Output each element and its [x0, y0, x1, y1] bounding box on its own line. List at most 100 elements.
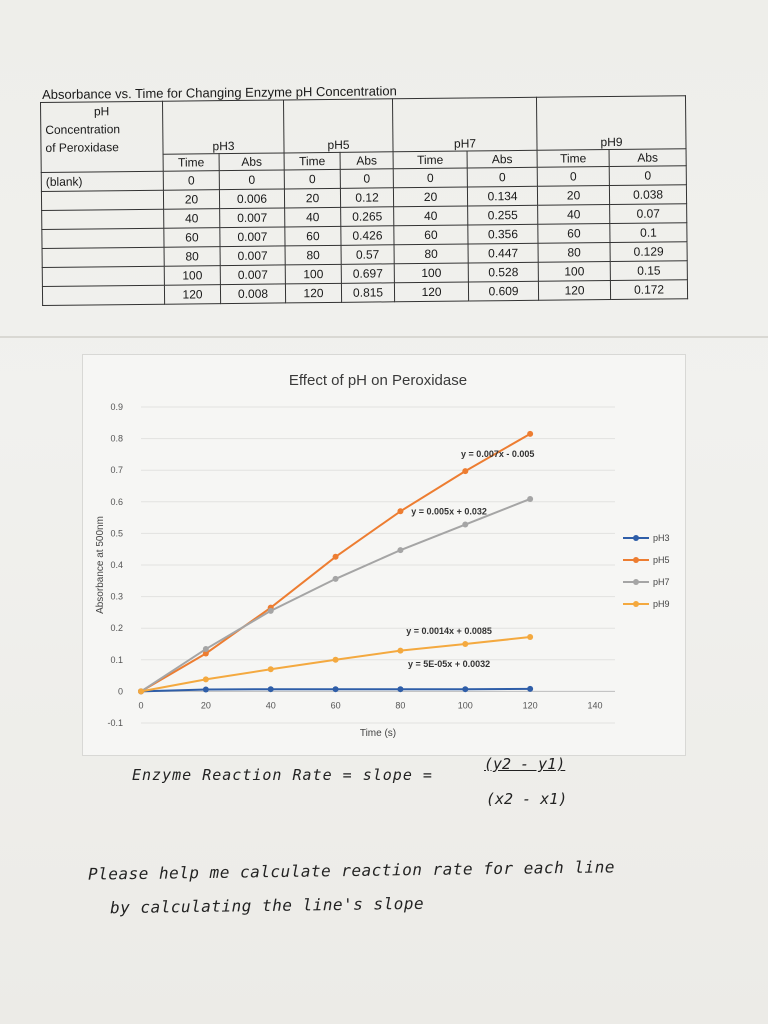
formula-denominator: (x2 - x1) — [486, 790, 568, 808]
row-label — [41, 190, 164, 211]
data-point-ph7 — [397, 547, 404, 554]
table-cell: 0.426 — [340, 225, 395, 246]
chart-frame: Effect of pH on Peroxidase -0.1 0 0.1 0.2 0.3… — [82, 354, 686, 756]
data-point-ph7 — [267, 607, 274, 614]
table-cell: 0.1 — [609, 222, 688, 243]
table-group-header-row: pH Concentration of Peroxidase pH3 pH5 p… — [40, 95, 687, 173]
table-cell: 80 — [285, 245, 342, 265]
legend-label-ph9: pH9 — [653, 599, 670, 609]
data-point-ph9 — [202, 676, 209, 683]
data-point-ph5 — [462, 468, 469, 475]
table-cell: 0.007 — [219, 207, 285, 228]
legend-swatch-marker — [633, 557, 639, 563]
table-cell: 80 — [538, 242, 611, 263]
row-label — [42, 247, 165, 268]
y-tick-label: 0.4 — [110, 560, 123, 570]
data-point-ph5 — [527, 430, 534, 437]
subheader-time-ph7: Time — [393, 151, 468, 169]
trendline-equation: y = 5E-05x + 0.0032 — [408, 659, 490, 669]
y-tick-label: 0.1 — [110, 655, 123, 665]
data-point-ph5 — [397, 508, 404, 515]
table-cell: 120 — [285, 283, 342, 303]
row-label — [42, 266, 165, 287]
table-cell: 0 — [467, 167, 538, 188]
legend-label-ph7: pH7 — [653, 577, 670, 587]
table-cell: 0.07 — [609, 203, 687, 224]
legend-swatch-marker — [633, 579, 639, 585]
legend-label-ph5: pH5 — [653, 555, 670, 565]
table-cell: 0.57 — [341, 244, 395, 265]
subheader-time-ph3: Time — [163, 153, 220, 172]
table-cell: 120 — [538, 280, 611, 301]
chart-title: Effect of pH on Peroxidase — [289, 372, 467, 389]
legend-swatch-marker — [633, 601, 639, 607]
formula-numerator: (y2 - y1) — [484, 755, 566, 773]
x-tick-label: 20 — [201, 700, 211, 710]
table-cell: 0.356 — [467, 224, 539, 245]
data-point-ph5 — [332, 553, 339, 560]
table-cell: 0 — [284, 169, 341, 189]
table-cell: 0.265 — [340, 206, 394, 227]
absorbance-table: pH Concentration of Peroxidase pH3 pH5 p… — [40, 95, 688, 306]
table-cell: 0.006 — [219, 188, 285, 209]
table-cell: 80 — [164, 246, 221, 267]
subheader-time-ph9: Time — [537, 149, 610, 168]
table-cell: 0.815 — [341, 282, 395, 303]
subheader-abs-ph9: Abs — [609, 148, 687, 167]
table-cell: 100 — [538, 261, 611, 282]
table-cell: 100 — [285, 264, 342, 284]
table-cell: 60 — [163, 227, 221, 248]
table-cell: 100 — [394, 263, 469, 283]
table-cell: 0.129 — [610, 241, 688, 262]
table-cell: 40 — [163, 208, 220, 229]
table-cell: 0.15 — [610, 260, 688, 281]
group-header-ph7: pH7 — [392, 97, 538, 152]
subheader-abs-ph5: Abs — [340, 151, 394, 170]
x-tick-label: 120 — [523, 700, 538, 710]
legend-swatch-marker — [633, 535, 639, 541]
table-cell: 20 — [284, 188, 341, 208]
data-point-ph7 — [527, 495, 534, 502]
data-point-ph3 — [267, 686, 274, 693]
group-header-ph9: pH9 — [536, 95, 687, 151]
data-point-ph9 — [332, 656, 339, 663]
x-tick-label: 100 — [458, 700, 473, 710]
table-cell: 100 — [164, 265, 221, 286]
table-cell: 80 — [394, 244, 469, 264]
data-point-ph3 — [397, 686, 404, 693]
table-cell: 20 — [393, 187, 468, 207]
row-label: (blank) — [41, 171, 164, 192]
trendline-equation: y = 0.007x - 0.005 — [461, 449, 534, 459]
table-cell: 0.12 — [340, 187, 394, 208]
data-point-ph3 — [202, 686, 209, 693]
x-tick-label: 40 — [266, 700, 276, 710]
row-label — [41, 209, 164, 230]
data-point-ph3 — [462, 686, 469, 693]
header-line-of-peroxidase: of Peroxidase — [45, 140, 119, 155]
header-line-concentration: Concentration — [45, 122, 121, 137]
y-tick-label: 0.5 — [110, 528, 123, 538]
y-tick-label: 0.6 — [110, 497, 123, 507]
table-cell: 60 — [284, 226, 342, 246]
data-point-ph9 — [267, 666, 274, 673]
table-cell: 0.008 — [220, 283, 286, 304]
row-label — [41, 228, 165, 249]
legend-label-ph3: pH3 — [653, 533, 670, 543]
trendline-equation: y = 0.0014x + 0.0085 — [406, 626, 492, 636]
table-cell: 0 — [537, 166, 610, 187]
table-cell: 120 — [164, 284, 221, 305]
x-axis-label: Time (s) — [360, 728, 396, 739]
y-tick-label: 0.7 — [110, 465, 123, 475]
data-point-ph7 — [332, 575, 339, 582]
table-cell: 0.528 — [468, 262, 539, 283]
table-cell: 0 — [219, 169, 285, 190]
table-cell: 0.697 — [341, 263, 395, 284]
data-point-ph9 — [527, 634, 534, 641]
table-cell: 60 — [393, 225, 469, 245]
y-axis-label: Absorbance at 500nm — [95, 516, 106, 614]
data-point-ph7 — [462, 521, 469, 528]
subheader-time-ph5: Time — [284, 152, 341, 170]
subheader-abs-ph7: Abs — [467, 150, 538, 169]
trendline-equation: y = 0.005x + 0.032 — [411, 507, 487, 517]
table-cell: 40 — [284, 207, 341, 227]
